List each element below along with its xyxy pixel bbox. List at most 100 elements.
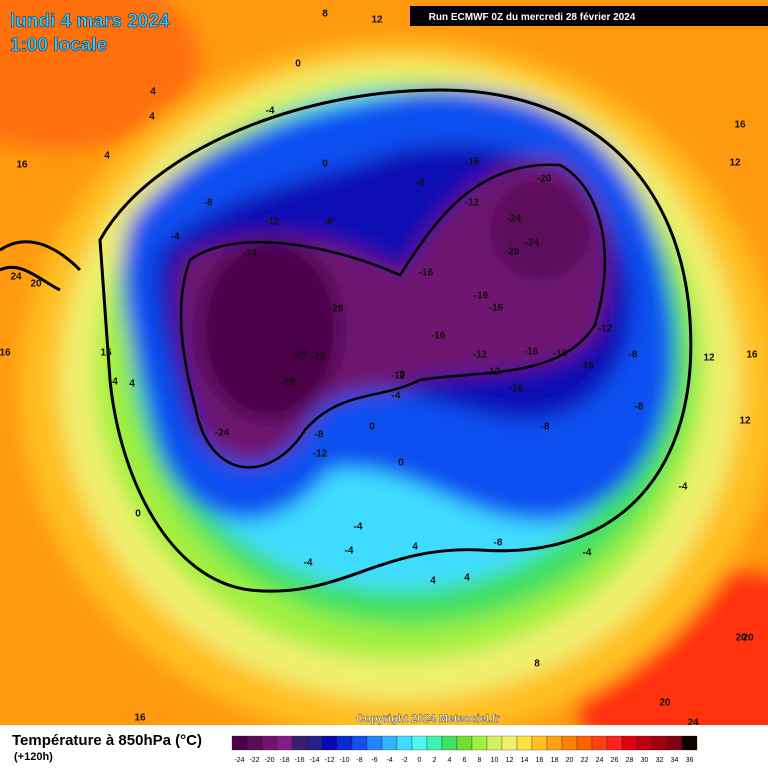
- legend-label: 10: [491, 757, 499, 764]
- contour-label: 16: [0, 348, 11, 359]
- contour-label: 24: [687, 718, 699, 729]
- contour-label: 8: [399, 370, 405, 381]
- legend-label: 28: [626, 757, 634, 764]
- contour-label: -12: [313, 449, 328, 460]
- legend-label: 14: [521, 757, 529, 764]
- contour-label: -8: [494, 538, 503, 549]
- contour-label: 20: [735, 633, 747, 644]
- contour-label: -12: [473, 350, 488, 361]
- contour-label: 4: [129, 379, 135, 390]
- contour-label: 0: [369, 422, 375, 433]
- legend-label: -4: [386, 757, 392, 764]
- contour-label: 16: [16, 160, 28, 171]
- legend-swatch: [681, 735, 698, 751]
- contour-label: 20: [30, 279, 42, 290]
- contour-label: -4: [304, 558, 313, 569]
- legend-label: 18: [551, 757, 559, 764]
- copyright: Copyright 2024 Meteociel.fr: [356, 713, 500, 725]
- legend-label: 2: [433, 757, 437, 764]
- legend-swatch: [501, 735, 518, 751]
- contour-label: -20: [311, 352, 326, 363]
- contour-label: -16: [553, 349, 568, 360]
- contour-label: -28: [329, 304, 344, 315]
- legend-swatch: [516, 735, 533, 751]
- contour-label: 4: [149, 112, 155, 123]
- legend-swatch: [621, 735, 638, 751]
- legend-label: 8: [478, 757, 482, 764]
- contour-label: 4: [112, 377, 118, 388]
- contour-label: 24: [10, 272, 22, 283]
- legend-label: -14: [309, 757, 319, 764]
- contour-label: 0: [135, 509, 141, 520]
- contour-label: 4: [104, 151, 110, 162]
- legend-swatch: [231, 735, 248, 751]
- legend-swatch: [396, 735, 413, 751]
- legend-swatch: [456, 735, 473, 751]
- legend-swatch: [546, 735, 563, 751]
- legend-label: 26: [611, 757, 619, 764]
- contour-label: -8: [629, 350, 638, 361]
- legend: -24 -22 -20 -18 -16 -14 -12 -10 -8 -6 -4 -2 0 2 4 6 8 10 1…: [231, 735, 698, 764]
- legend-label: -2: [401, 757, 407, 764]
- legend-swatch: [381, 735, 398, 751]
- legend-label: -10: [339, 757, 349, 764]
- contour-label: -20: [505, 247, 520, 258]
- contour-label: 16: [134, 713, 146, 724]
- legend-label: -8: [356, 757, 362, 764]
- contour-label: 12: [371, 15, 383, 26]
- local-time: 1:00 locale: [10, 35, 107, 56]
- legend-swatch: [261, 735, 278, 751]
- legend-label: 4: [448, 757, 452, 764]
- contour-label: -16: [474, 291, 489, 302]
- contour-label: -4: [583, 548, 592, 559]
- contour-label: 16: [100, 348, 112, 359]
- legend-label: -18: [279, 757, 289, 764]
- legend-label: -22: [249, 757, 259, 764]
- contour-label: -8: [204, 198, 213, 209]
- legend-swatch: [471, 735, 488, 751]
- legend-label: 32: [656, 757, 664, 764]
- contour-label: -4: [345, 546, 354, 557]
- legend-label: 36: [686, 757, 694, 764]
- contour-label: -8: [315, 430, 324, 441]
- contour-label: 20: [659, 698, 671, 709]
- legend-label: 12: [506, 757, 514, 764]
- contour-label: 4: [412, 542, 418, 553]
- contour-label: -24: [293, 349, 308, 360]
- contour-label: -4: [171, 232, 180, 243]
- legend-swatch: [636, 735, 653, 751]
- legend-swatch: [366, 735, 383, 751]
- contour-label: 20: [742, 633, 754, 644]
- legend-label: -24: [234, 757, 244, 764]
- contour-label: 4: [430, 576, 436, 587]
- legend-label: 34: [671, 757, 679, 764]
- contour-label: -16: [489, 303, 504, 314]
- legend-swatch: [651, 735, 668, 751]
- contour-label: -4: [679, 482, 688, 493]
- contour-label: -20: [537, 174, 552, 185]
- legend-swatch: [606, 735, 623, 751]
- footer-lead: (+120h): [14, 751, 53, 763]
- contour-label: -16: [509, 384, 524, 395]
- contour-label: 0: [295, 59, 301, 70]
- legend-label: 24: [596, 757, 604, 764]
- legend-label: 6: [463, 757, 467, 764]
- legend-label: 22: [581, 757, 589, 764]
- contour-label: -12: [391, 371, 406, 382]
- contour-label: 12: [729, 158, 741, 169]
- legend-swatch: [411, 735, 428, 751]
- contour-label: 0: [398, 458, 404, 469]
- contour-label: 8: [534, 659, 540, 670]
- legend-label: -6: [371, 757, 377, 764]
- legend-swatch: [591, 735, 608, 751]
- legend-label: -12: [324, 757, 334, 764]
- contour-label: -24: [525, 238, 540, 249]
- contour-label: -8: [635, 402, 644, 413]
- legend-swatch: [486, 735, 503, 751]
- contour-label: -16: [431, 331, 446, 342]
- contour-label: -16: [580, 361, 595, 372]
- legend-swatch: [441, 735, 458, 751]
- contour-label: -12: [598, 324, 613, 335]
- run-info: Run ECMWF 0Z du mercredi 28 février 2024: [429, 12, 636, 23]
